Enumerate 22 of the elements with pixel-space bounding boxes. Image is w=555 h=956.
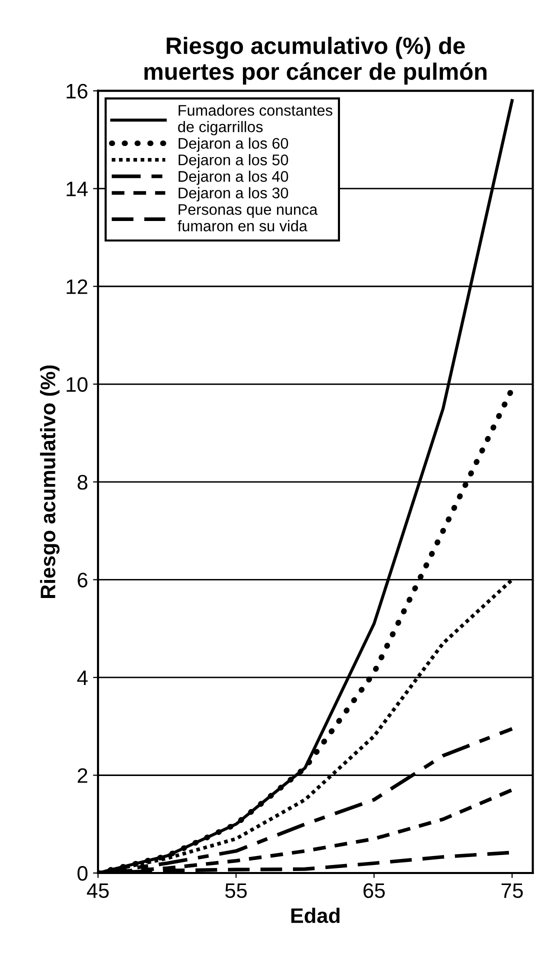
- legend-label: Dejaron a los 30: [178, 187, 288, 202]
- y-tick-label: 6: [78, 572, 88, 588]
- y-tick-label: 2: [78, 768, 88, 783]
- legend-label: Fumadores constantes de cigarrillos: [178, 104, 332, 136]
- chart-title: Riesgo acumulativo (%) de muertes por cáncer de pulmón: [144, 36, 486, 85]
- y-tick-label: 14: [66, 182, 88, 196]
- legend-label: Personas que nunca fumaron en su vida: [178, 204, 318, 232]
- x-axis-title: Edad: [291, 908, 340, 924]
- y-tick-label: 8: [78, 474, 88, 490]
- y-tick-label: 0: [78, 866, 88, 881]
- x-tick-label: 45: [86, 884, 109, 898]
- legend-label: Dejaron a los 40: [178, 170, 288, 185]
- legend-label: Dejaron a los 60: [178, 138, 288, 152]
- y-axis-title: Riesgo acumulativo (%): [40, 365, 60, 598]
- x-tick-label: 65: [364, 883, 385, 898]
- y-tick-label: 10: [66, 377, 88, 392]
- y-tick-label: 12: [66, 279, 88, 294]
- x-tick-label: 55: [225, 884, 247, 898]
- legend-label: Dejaron a los 50: [178, 154, 288, 168]
- y-tick-label: 16: [66, 84, 88, 99]
- y-tick-label: 4: [77, 670, 88, 686]
- x-tick-label: 75: [502, 884, 523, 898]
